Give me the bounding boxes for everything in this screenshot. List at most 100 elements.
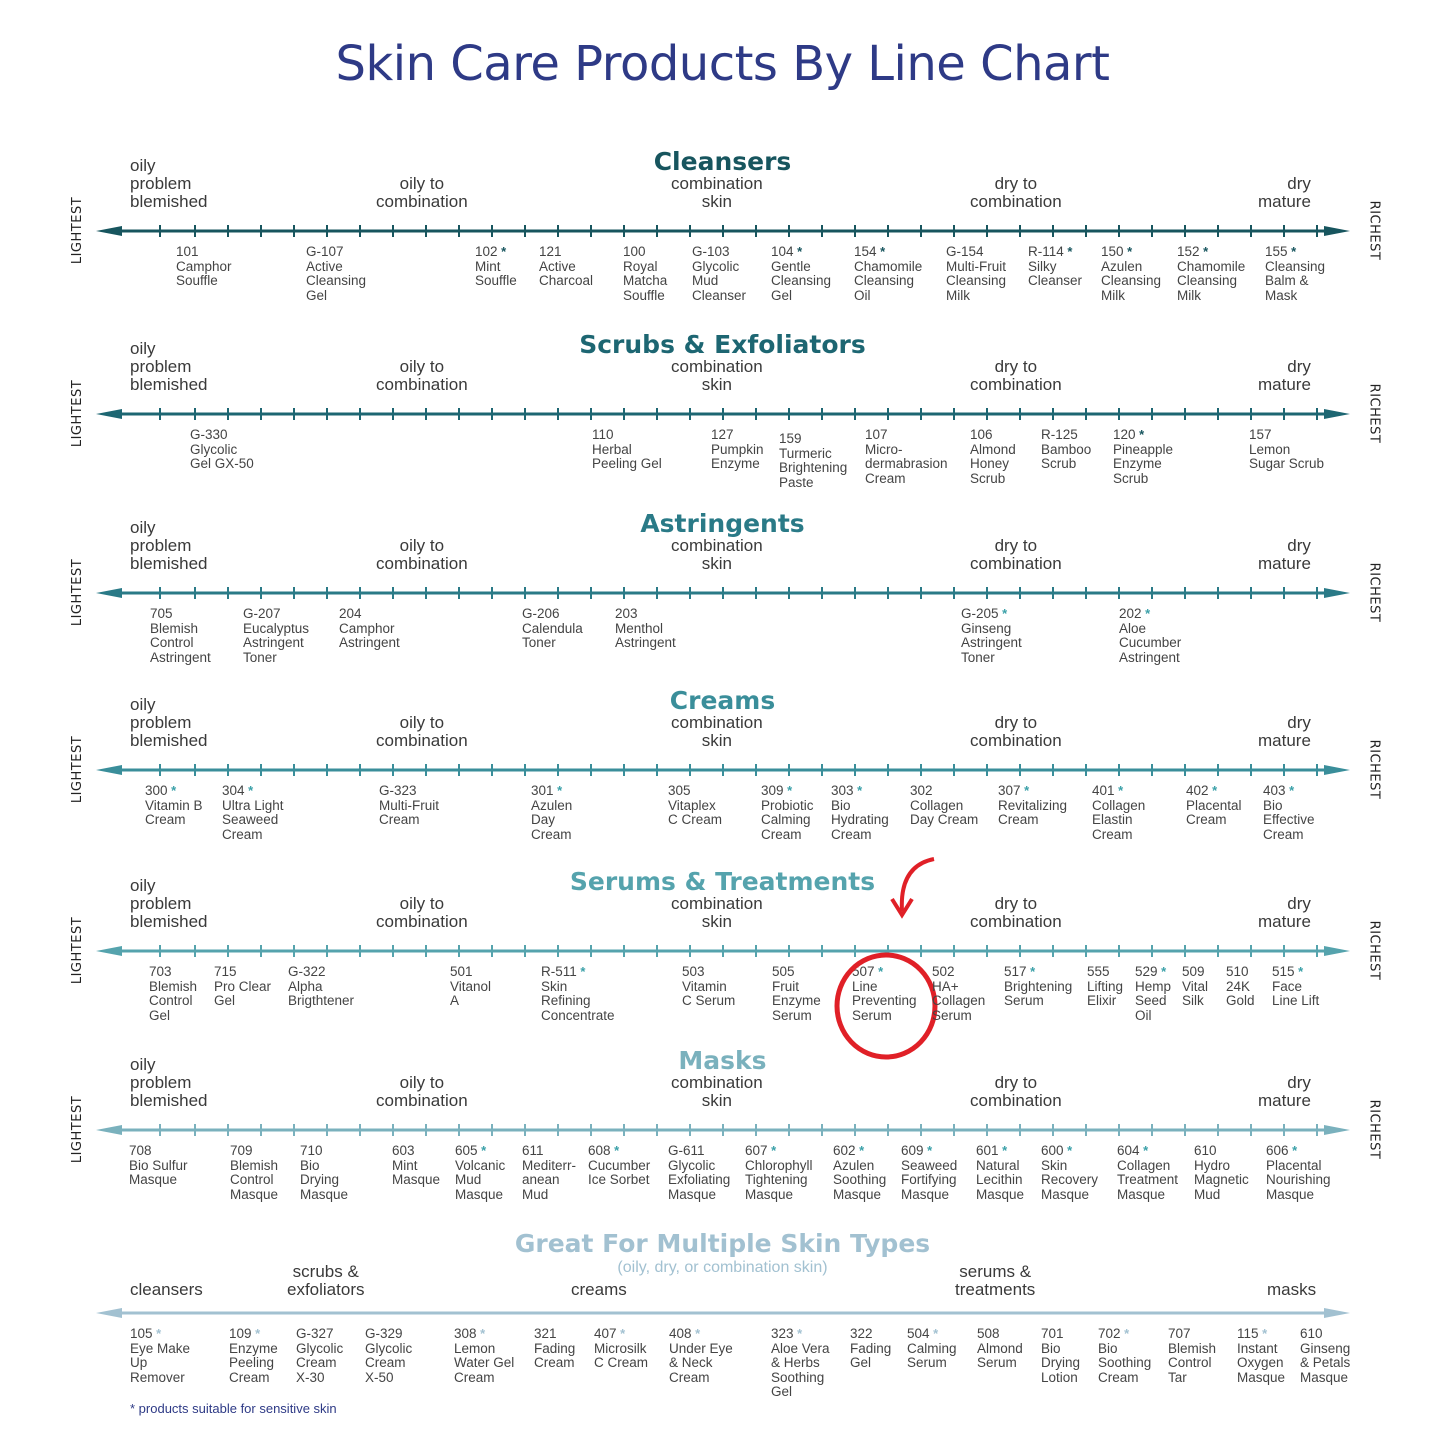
product-item: G-207 Eucalyptus Astringent Toner [243, 606, 310, 665]
skin-label-oily-line: blemished [130, 731, 208, 750]
axis-line [96, 225, 1350, 237]
product-name-line: Pumpkin [711, 441, 764, 457]
sensitive-star-icon: * [1199, 244, 1209, 259]
product-item: 309 * Probiotic Calming Cream [761, 783, 814, 842]
product-code: 708 [129, 1143, 152, 1158]
product-name-line: Astringent [1119, 649, 1180, 665]
product-item: G-329 Glycolic Cream X-50 [365, 1326, 412, 1385]
sensitive-star-icon: * [1288, 1143, 1298, 1158]
product-item: 152 * Chamomile Cleansing Milk [1177, 244, 1245, 303]
product-name-line: Eucalyptus [243, 620, 310, 636]
product-code: 152 * [1177, 244, 1209, 259]
highlight-arrow [899, 857, 935, 912]
product-name-line: Instant [1237, 1340, 1278, 1356]
product-item: G-327 Glycolic Cream X-30 [296, 1326, 343, 1385]
product-name-line: Scrub [970, 470, 1006, 486]
product-name-line: Royal [623, 258, 658, 274]
category-label: creams [571, 1281, 627, 1299]
product-name-line: Seaweed [222, 812, 279, 828]
skin-label-dry-combination-line: dry to [994, 1073, 1038, 1092]
skin-label-oily: oily problem blemished [130, 877, 208, 931]
product-item: 601 * Natural Lecithin Masque [976, 1143, 1024, 1202]
product-name-line: Brightening [1004, 978, 1073, 994]
product-name-line: 24K [1226, 978, 1251, 994]
product-name-line: Mud [455, 1172, 482, 1188]
skin-label-dry-line: mature [1258, 912, 1311, 931]
product-name-line: Masque [1041, 1186, 1090, 1202]
product-name-line: Cleansing [1177, 273, 1238, 289]
product-name-line: Control [1168, 1355, 1212, 1371]
product-name-line: Masque [1266, 1186, 1315, 1202]
product-code: 604 * [1117, 1143, 1149, 1158]
skin-label-combination: combination skin [671, 714, 763, 750]
product-name-line: Glycolic [190, 441, 238, 457]
skin-label-combination-line: combination [671, 174, 763, 193]
skin-label-oily-combination-line: oily to [399, 357, 445, 376]
skin-label-oily-line: blemished [130, 192, 208, 211]
product-name-line: Gel [771, 287, 793, 303]
axis-line [96, 945, 1350, 957]
category-label: serums & treatments [955, 1263, 1035, 1299]
product-name-line: Astringent [243, 635, 304, 651]
product-code: G-107 [306, 244, 344, 259]
axis-arrow-right [1324, 226, 1350, 236]
product-name-line: Astringent [339, 635, 400, 651]
product-code: 601 * [976, 1143, 1008, 1158]
product-name-line: Collagen [910, 797, 964, 813]
product-code: 301 * [531, 783, 563, 798]
product-code: 303 * [831, 783, 863, 798]
product-name-line: Silk [1182, 993, 1204, 1009]
page-title: Skin Care Products By Line Chart [335, 36, 1110, 92]
skin-label-combination: combination skin [671, 1074, 763, 1110]
axis-arrow-left [96, 765, 122, 775]
product-name-line: Control [230, 1172, 274, 1188]
product-name-line: Bio [1041, 1340, 1061, 1356]
product-name-line: Mud [1194, 1186, 1221, 1202]
product-name-line: Brigthtener [288, 993, 355, 1009]
product-code: 501 [450, 964, 473, 979]
sensitive-star-icon: * [1258, 1326, 1268, 1341]
product-code: 106 [970, 427, 993, 442]
product-name-line: Scrub [1113, 470, 1149, 486]
product-name-line: Enzyme [711, 456, 760, 472]
product-name-line: Almond [970, 441, 1016, 457]
product-name-line: Peeling [229, 1355, 275, 1371]
product-name-line: Tar [1168, 1369, 1187, 1385]
sensitive-star-icon: * [1135, 427, 1145, 442]
skin-label-combination: combination skin [671, 358, 763, 394]
product-name-line: Serum [852, 1007, 892, 1023]
sensitive-star-icon: * [251, 1326, 261, 1341]
product-item: R-511 * Skin Refining Concentrate [541, 964, 615, 1023]
skin-label-dry-combination: dry to combination [970, 175, 1062, 211]
skin-label-oily-line: oily [130, 1055, 156, 1074]
product-code: 321 [534, 1326, 557, 1341]
product-item: 510 24K Gold [1226, 964, 1255, 1009]
sensitive-star-icon: * [1157, 964, 1167, 979]
category-label: masks [1267, 1281, 1316, 1299]
product-item: G-103 Glycolic Mud Cleanser [692, 244, 746, 303]
product-code: R-511 * [541, 964, 586, 979]
product-name-line: Alpha [288, 978, 323, 994]
sensitive-star-icon: * [1123, 244, 1133, 259]
skin-label-oily-line: problem [130, 894, 192, 913]
product-name-line: Face [1272, 978, 1303, 994]
product-name-line: & Neck [669, 1355, 713, 1371]
product-name-line: Recovery [1041, 1172, 1099, 1188]
product-name-line: Calming [907, 1340, 957, 1356]
skin-label-oily-line: blemished [130, 554, 208, 573]
sensitive-star-icon: * [998, 606, 1008, 621]
product-name-line: Scrub [1041, 456, 1077, 472]
product-code: 504 * [907, 1326, 939, 1341]
product-name-line: Enzyme [1113, 456, 1162, 472]
product-item: 600 * Skin Recovery Masque [1041, 1143, 1099, 1202]
sensitive-star-icon: * [923, 1143, 933, 1158]
skin-label-oily-line: oily [130, 339, 156, 358]
product-name-line: & Petals [1300, 1355, 1351, 1371]
product-name-line: Line [852, 978, 878, 994]
product-code: 202 * [1119, 606, 1151, 621]
sensitive-star-icon: * [853, 783, 863, 798]
skin-label-dry: dry mature [1258, 358, 1311, 394]
skin-label-oily-combination: oily to combination [376, 537, 468, 573]
product-code: 707 [1168, 1326, 1191, 1341]
product-name-line: Vitamin B [145, 797, 203, 813]
